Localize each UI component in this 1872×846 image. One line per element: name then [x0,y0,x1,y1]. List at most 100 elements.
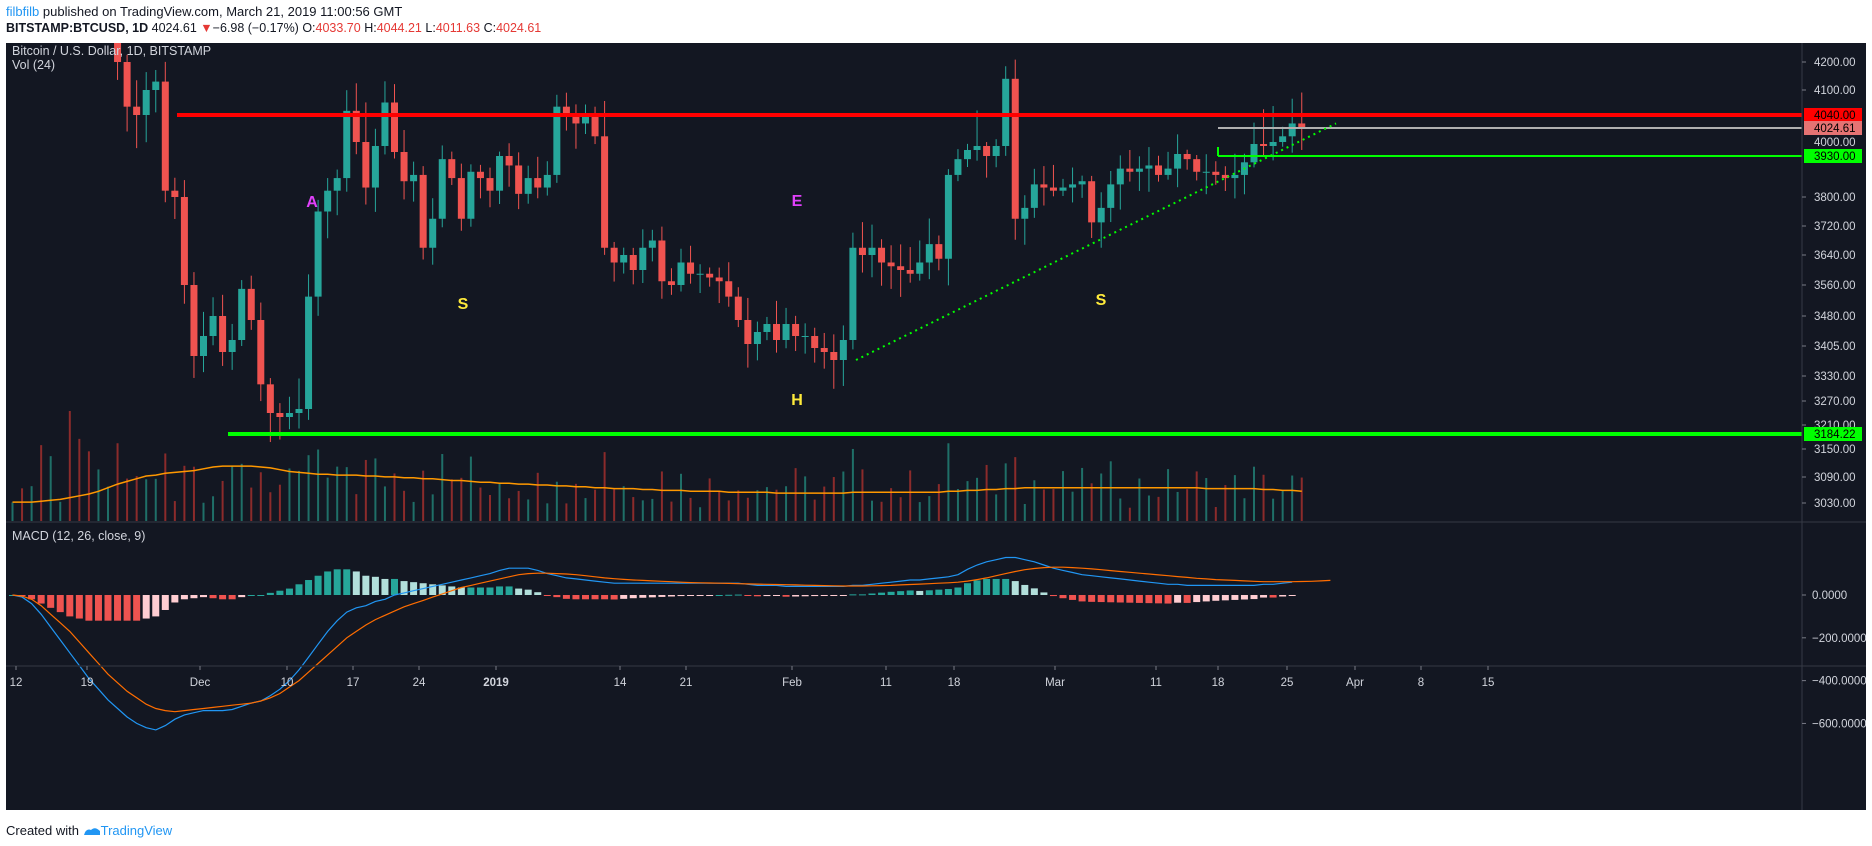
price-tick-label: 3800.00 [1814,192,1856,204]
candle-body [1040,184,1048,188]
candle-body [343,110,351,179]
symbol-line: BITSTAMP:BTCUSD, 1D 4024.61 ▼−6.98 (−0.1… [6,21,541,35]
volume-bar [1157,496,1160,521]
candle-body [744,320,752,344]
volume-bar [221,480,224,521]
volume-bar [574,483,577,521]
price-tick-label: 3640.00 [1814,250,1856,262]
volume-bar [97,469,100,521]
volume-bar [383,486,386,521]
macd-histogram-bar [543,595,551,596]
candle-body [1145,165,1153,169]
macd-histogram-bar [486,587,494,595]
volume-bar [1291,475,1294,521]
candle-body [1021,207,1029,219]
volume-bar [956,489,959,521]
time-tick-label: 19 [81,677,94,689]
volume-bar [1233,475,1236,521]
candle-body [906,270,914,274]
time-tick-label: 21 [680,677,693,689]
candle-body [219,316,227,352]
macd-histogram-bar [677,595,685,597]
macd-histogram-bar [352,571,360,595]
high-label: H: [364,21,377,35]
candle-body [1088,181,1096,223]
macd-histogram-bar [457,587,465,595]
candle-body [983,146,991,156]
macd-histogram-bar [916,590,924,595]
macd-histogram-bar [305,580,313,595]
volume-bar [1195,471,1198,521]
volume-bar [871,500,873,521]
candle-body [562,106,570,115]
tradingview-link[interactable]: TradingView [100,823,173,838]
volume-bar [355,494,358,521]
macd-histogram-bar [849,594,857,596]
volume-bar [231,465,234,521]
candle-body [935,244,943,259]
volume-bar [1224,485,1227,521]
candle-body [868,247,876,255]
price-tick-label: 3405.00 [1814,341,1856,353]
macd-histogram-bar [333,569,341,595]
price-chart[interactable]: 4200.00 4100.00 3800.00 3720.00 3640.00 3560.… [6,43,1866,810]
macd-tick-label: 0.0000 [1812,590,1847,602]
volume-bar [450,479,453,521]
time-tick-label: 10 [281,677,294,689]
macd-histogram-bar [658,595,666,597]
candle-body [553,106,561,175]
candle-body [1174,154,1182,169]
tradingview-logo-icon [83,825,101,840]
volume-bar [403,490,406,521]
price-tick-label: 4100.00 [1814,85,1856,97]
pattern-annotation: H [791,392,803,409]
macd-histogram-bar [142,595,150,619]
macd-histogram-bar [209,595,217,599]
volume-bar [441,454,444,521]
volume-bar [59,501,62,521]
macd-histogram-bar [1107,595,1115,603]
candle-body [543,174,551,188]
volume-bar [364,459,367,521]
candle-body [486,178,494,191]
macd-histogram-bar [992,578,1000,595]
volume-bar [1033,480,1036,521]
time-tick-label: 18 [948,677,961,689]
volume-legend: Vol (24) [12,58,55,72]
macd-histogram-bar [706,595,714,596]
author-link[interactable]: filbfilb [6,4,40,19]
volume-bar [517,490,520,521]
candle-body [305,296,313,409]
volume-bar [1147,495,1150,521]
macd-histogram-bar [314,575,322,595]
time-tick-label: 12 [10,677,23,689]
volume-bar [393,473,396,521]
time-tick-label: Apr [1346,677,1364,689]
macd-histogram-bar [1212,595,1220,601]
macd-histogram-bar [190,595,198,599]
candle-body [734,296,742,320]
volume-bar [431,494,434,521]
macd-histogram-bar [1116,595,1124,603]
volume-bar [565,503,568,521]
volume-bar [374,458,377,521]
macd-histogram-bar [811,595,819,597]
candle-body [925,244,933,263]
candle-body [715,277,723,282]
macd-histogram-bar [1135,595,1143,603]
macd-histogram-bar [515,588,523,595]
candle-body [849,247,857,340]
macd-histogram-bar [104,595,112,621]
volume-bar [307,455,310,521]
price-tick-label: 3030.00 [1814,498,1856,510]
volume-bar [632,497,635,521]
macd-line [12,556,1293,731]
macd-histogram-bar [858,594,866,596]
macd-histogram-bar [667,595,675,597]
candle-body [878,247,886,263]
volume-bar [976,477,979,521]
candle-body [448,159,456,179]
macd-tick-label: −400.0000 [1812,676,1866,688]
macd-histogram-bar [180,595,188,600]
candle-body [820,348,828,352]
